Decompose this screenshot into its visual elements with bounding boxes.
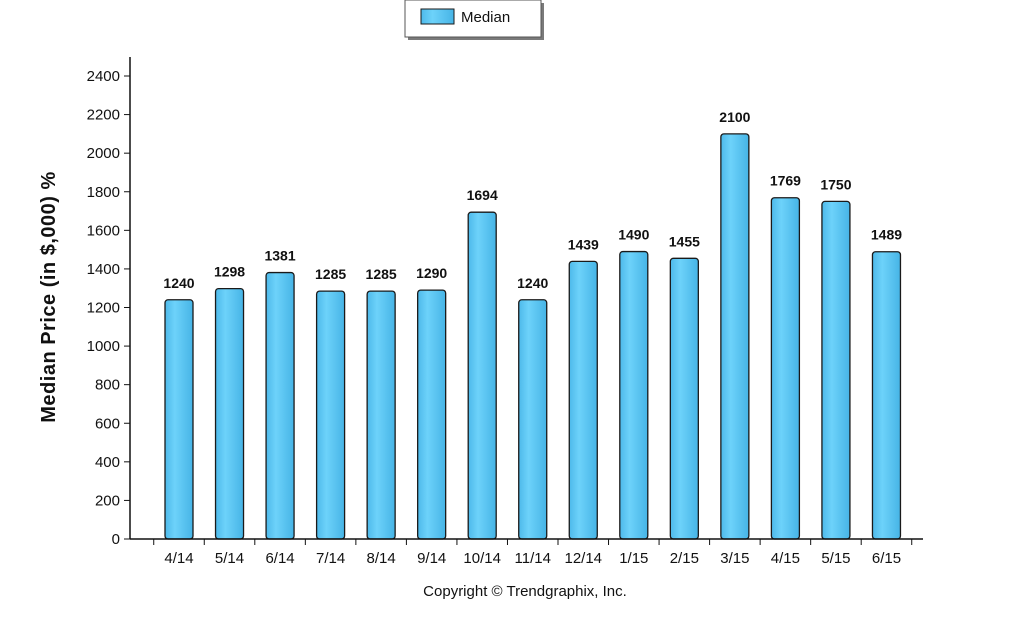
bar-value-label: 1455 <box>669 233 700 249</box>
bar-value-label: 2100 <box>719 109 750 125</box>
bar-value-label: 1240 <box>517 275 548 291</box>
copyright-text: Copyright © Trendgraphix, Inc. <box>423 583 627 600</box>
legend-label: Median <box>461 9 510 26</box>
y-tick-label: 800 <box>95 377 120 394</box>
y-axis-ticks: 0 200 400 600 800 1000 1200 1400 1600 1800 2000 220… <box>87 68 130 548</box>
x-tick-label: 3/15 <box>720 550 749 567</box>
x-tick-label: 5/14 <box>215 550 244 567</box>
y-tick-label: 1600 <box>87 222 120 239</box>
x-tick-label: 12/14 <box>564 550 602 567</box>
bar-series: 1240 1298 1381 1285 1285 1290 1694 1240 1439 1490… <box>163 109 902 540</box>
y-tick-label: 1000 <box>87 338 120 355</box>
bar <box>265 271 295 540</box>
y-tick-label: 2000 <box>87 145 120 162</box>
y-tick-label: 400 <box>95 454 120 471</box>
bar-value-label: 1285 <box>366 266 397 282</box>
bar <box>619 250 649 540</box>
y-tick-label: 1400 <box>87 261 120 278</box>
bar-value-label: 1694 <box>467 187 498 203</box>
bar <box>518 299 548 540</box>
bar-value-label: 1298 <box>214 264 245 280</box>
x-tick-label: 2/15 <box>670 550 699 567</box>
y-tick-label: 0 <box>112 531 120 548</box>
y-tick-label: 1200 <box>87 300 120 317</box>
x-tick-label: 1/15 <box>619 550 648 567</box>
bar <box>366 290 396 540</box>
y-tick-label: 1800 <box>87 184 120 201</box>
y-tick-label: 200 <box>95 492 120 509</box>
x-tick-label: 5/15 <box>821 550 850 567</box>
bar <box>315 290 346 540</box>
y-tick-label: 2400 <box>87 68 120 85</box>
x-tick-label: 10/14 <box>463 550 501 567</box>
x-tick-label: 6/15 <box>872 550 901 567</box>
legend-swatch <box>420 8 455 25</box>
bar-value-label: 1240 <box>163 275 194 291</box>
x-tick-label: 4/15 <box>771 550 800 567</box>
y-tick-label: 600 <box>95 415 120 432</box>
bar <box>871 251 902 540</box>
bar <box>164 299 194 540</box>
bar-value-label: 1490 <box>618 227 649 243</box>
x-tick-label: 11/14 <box>515 550 551 567</box>
bar <box>770 197 801 540</box>
x-tick-label: 6/14 <box>265 550 294 567</box>
x-tick-label: 4/14 <box>164 550 193 567</box>
bar-value-label: 1285 <box>315 266 346 282</box>
bar <box>821 200 851 540</box>
x-tick-label: 8/14 <box>367 550 396 567</box>
bar <box>214 287 245 540</box>
x-tick-label: 7/14 <box>316 550 345 567</box>
x-axis-ticks: 4/14 5/14 6/14 7/14 8/14 9/14 10/14 11/14 12/14 1… <box>153 539 913 567</box>
bar-value-label: 1489 <box>871 227 902 243</box>
bar-value-label: 1750 <box>820 176 851 192</box>
y-tick-label: 2200 <box>87 107 120 124</box>
bar <box>417 289 447 540</box>
bar <box>568 260 598 540</box>
x-tick-label: 9/14 <box>417 550 446 567</box>
legend: Median <box>404 0 544 40</box>
bar-value-label: 1439 <box>568 236 599 252</box>
bar-value-label: 1381 <box>264 248 295 264</box>
bar-value-label: 1769 <box>770 173 801 189</box>
bar <box>669 257 699 540</box>
bar <box>467 211 497 540</box>
bar-value-label: 1290 <box>416 265 447 281</box>
bar <box>720 133 750 540</box>
y-axis-title: Median Price (in $,000) % <box>38 171 60 422</box>
